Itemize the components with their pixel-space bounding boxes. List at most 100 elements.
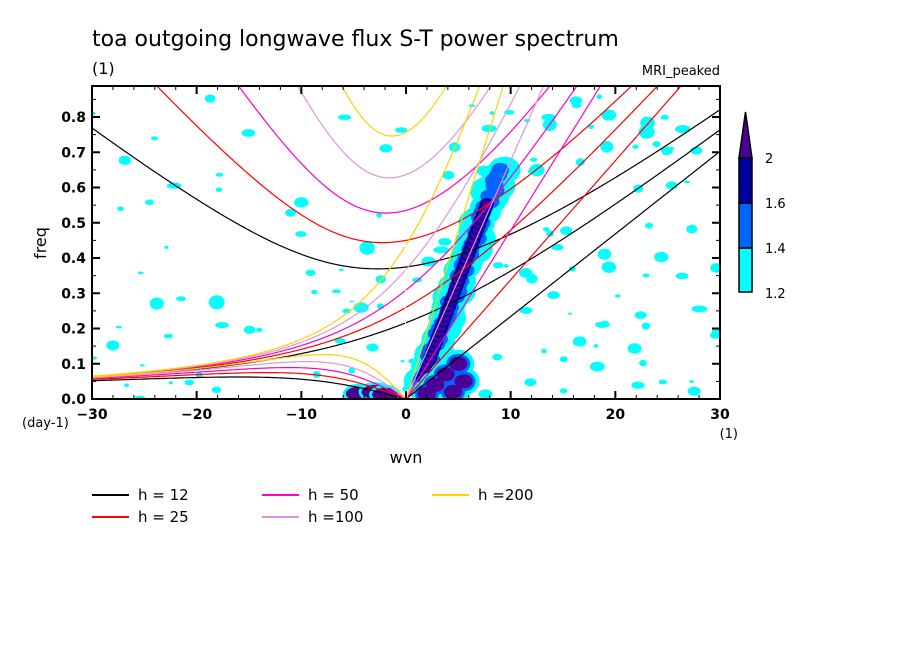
dispersion-curves <box>92 86 720 399</box>
contour-patch <box>575 158 585 166</box>
contour-patch <box>176 296 186 302</box>
contour-patch <box>395 127 408 133</box>
contour-patch <box>208 295 225 310</box>
colorbar-label: 1.2 <box>765 287 786 302</box>
dispersion-curve <box>405 86 521 270</box>
contour-patch <box>478 389 493 399</box>
contour-patch <box>631 381 645 389</box>
contour-patch <box>568 266 576 272</box>
dispersion-curve <box>405 86 578 291</box>
contour-patch <box>661 146 673 156</box>
contour-patch <box>215 187 223 192</box>
colorbar-segment <box>738 202 753 249</box>
contour-patch <box>454 374 473 389</box>
contour-patch <box>644 222 654 229</box>
legend-label: h = 12 <box>138 486 189 504</box>
contour-patch <box>541 113 556 121</box>
y-tick-label: 0.6 <box>61 181 86 197</box>
contour-patch <box>689 380 695 383</box>
contour-patch <box>524 378 537 387</box>
contour-patch <box>115 325 122 329</box>
contour-patch <box>117 206 124 212</box>
contour-patch <box>529 157 538 162</box>
contour-patch <box>417 386 436 399</box>
dispersion-curve <box>405 86 682 399</box>
contour-patch <box>168 381 173 385</box>
contour-patch <box>526 273 538 284</box>
plot-frame <box>91 85 721 400</box>
dispersion-curve <box>405 86 504 399</box>
contour-patch <box>338 268 344 272</box>
dispersion-curve <box>92 246 406 377</box>
contour-patch <box>597 248 612 260</box>
x-axis-label: wvn <box>390 448 423 467</box>
contour-patch <box>184 379 195 386</box>
contour-patch <box>596 94 603 100</box>
contour-patch <box>243 325 256 334</box>
contour-patch <box>634 311 647 319</box>
contour-patch <box>442 170 455 180</box>
contour-patch <box>639 359 647 367</box>
contour-patch <box>658 379 668 385</box>
contour-patch <box>503 263 509 268</box>
contour-patch <box>632 144 639 149</box>
colorbar: 1.2 1.4 1.6 2 <box>738 111 786 302</box>
contour-patch <box>710 263 720 273</box>
dispersion-curve <box>92 372 407 399</box>
contour-patch <box>687 386 701 396</box>
contour-patch <box>332 289 341 294</box>
contour-patch <box>614 294 621 298</box>
y-tick-label: 0.3 <box>61 286 86 302</box>
contour-patch <box>481 124 497 133</box>
chart-subtitle-model: MRI_peaked <box>642 64 720 79</box>
dispersion-curve <box>92 307 406 378</box>
colorbar-label: 2 <box>765 152 773 167</box>
contour-patch <box>567 312 573 315</box>
x-tick-label: 30 <box>710 407 730 423</box>
contour-patch <box>334 337 346 344</box>
contour-patch <box>215 172 224 177</box>
dispersion-curve <box>92 353 407 399</box>
contour-patch <box>560 226 573 236</box>
contour-patch <box>337 114 352 121</box>
contour-patch <box>569 96 583 105</box>
contour-patch <box>150 136 159 141</box>
y-tick-label: 0.2 <box>61 322 86 338</box>
x-tick-label: 20 <box>606 407 626 423</box>
contour-patch <box>163 333 173 339</box>
contour-patch <box>551 244 564 251</box>
contour-patch <box>379 144 393 153</box>
contour-patch <box>204 94 216 103</box>
x-unit-label: (1) <box>720 427 738 442</box>
contour-patch <box>595 321 610 328</box>
contour-patch <box>305 269 316 276</box>
contour-patch <box>241 129 256 137</box>
contour-patch <box>489 111 495 115</box>
contour-patch <box>436 367 455 382</box>
colorbar-segment <box>738 157 753 204</box>
contour-patch <box>641 322 651 330</box>
contour-patch <box>519 306 533 315</box>
y-tick-label: 0.1 <box>61 357 86 373</box>
contour-patch <box>295 231 307 238</box>
dispersion-curve <box>296 86 492 179</box>
contour-patch <box>627 343 642 354</box>
contour-patch <box>642 273 650 278</box>
contour-fills <box>92 94 720 399</box>
contour-patch <box>686 224 698 234</box>
colorbar-label: 1.4 <box>765 242 786 257</box>
colorbar-label: 1.6 <box>765 197 786 212</box>
chart-subtitle-units: (1) <box>92 59 115 78</box>
contour-patch <box>492 262 504 269</box>
y-unit-label: (day-1) <box>22 416 69 431</box>
dispersion-curve <box>405 86 545 399</box>
contour-patch <box>255 327 263 333</box>
contour-patch <box>541 348 547 354</box>
x-tick-label: −30 <box>76 407 107 423</box>
contour-patch <box>376 212 382 218</box>
contour-patch <box>600 140 614 153</box>
contour-patch <box>675 272 689 280</box>
x-tick-label: −20 <box>181 407 212 423</box>
dispersion-curve <box>237 86 551 214</box>
